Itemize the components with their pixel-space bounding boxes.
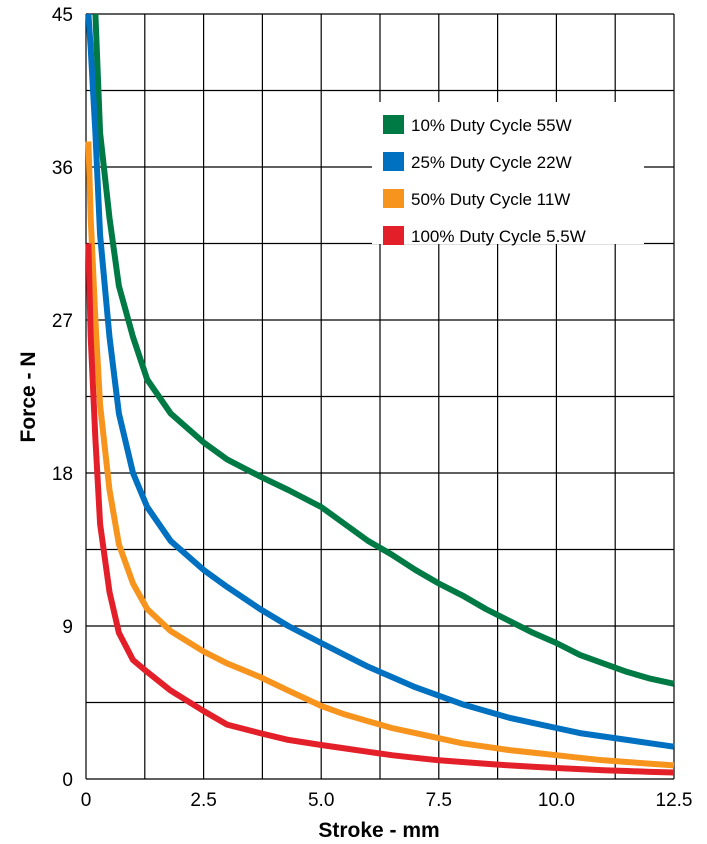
series-line-1 — [92, 13, 675, 687]
x-tick-label: 0 — [81, 790, 92, 811]
legend-swatch-1 — [383, 115, 404, 134]
x-tick-label: 10.0 — [538, 790, 575, 811]
x-tick-label: 12.5 — [656, 790, 693, 811]
x-tick-label: 2.5 — [190, 790, 216, 811]
series-line-4 — [85, 243, 675, 776]
y-tick-label: 9 — [62, 617, 73, 638]
legend-label-3: 50% Duty Cycle 11W — [411, 190, 570, 209]
series-layer — [85, 13, 675, 776]
x-axis-title: Stroke - mm — [318, 819, 439, 842]
y-tick-label: 18 — [52, 464, 73, 485]
legend-swatch-2 — [383, 152, 404, 171]
x-tick-label: 7.5 — [426, 790, 452, 811]
legend-background — [372, 102, 644, 244]
y-tick-label: 36 — [52, 158, 73, 179]
series-line-3 — [85, 141, 675, 769]
legend-label-4: 100% Duty Cycle 5.5W — [411, 227, 586, 246]
legend-swatch-4 — [383, 226, 404, 245]
legend-swatch-3 — [383, 189, 404, 208]
y-tick-label: 0 — [62, 770, 73, 791]
y-tick-label: 27 — [52, 311, 73, 332]
x-tick-label: 5.0 — [308, 790, 334, 811]
legend-label-1: 10% Duty Cycle 55W — [411, 116, 572, 135]
legend: 10% Duty Cycle 55W 25% Duty Cycle 22W 50% … — [372, 102, 644, 246]
y-axis-title: Force - N — [17, 351, 40, 442]
legend-label-2: 25% Duty Cycle 22W — [411, 153, 572, 172]
series-line-2 — [85, 13, 675, 750]
y-tick-label: 45 — [52, 5, 73, 26]
tick-labels: 0 2.5 5.0 7.5 10.0 12.5 0 9 18 27 36 45 — [52, 5, 693, 811]
